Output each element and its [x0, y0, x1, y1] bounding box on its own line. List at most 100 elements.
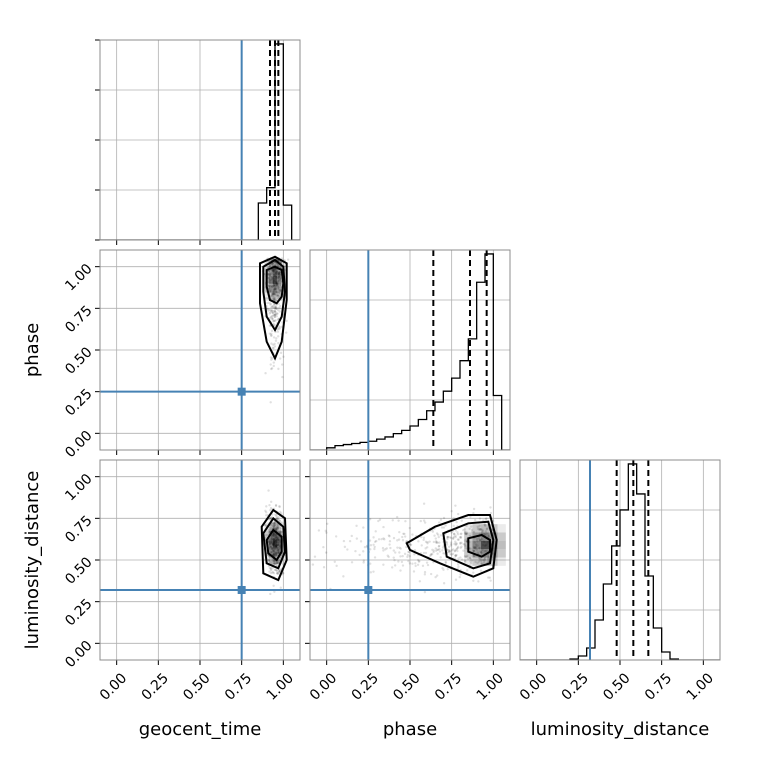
- sample-point: [452, 524, 455, 528]
- sample-point: [278, 569, 281, 572]
- sample-point: [416, 563, 420, 567]
- sample-point: [269, 545, 272, 549]
- sample-point: [467, 557, 470, 560]
- sample-point: [277, 341, 280, 345]
- sample-point: [479, 528, 482, 531]
- sample-point: [474, 543, 478, 546]
- sample-point: [268, 264, 271, 267]
- sample-point: [354, 549, 357, 553]
- sample-point: [334, 535, 338, 538]
- sample-point: [271, 523, 274, 526]
- sample-point: [274, 552, 277, 555]
- sample-point: [278, 569, 281, 572]
- histogram-luminosity_distance: [520, 463, 720, 660]
- sample-point: [267, 265, 270, 269]
- sample-point: [273, 309, 276, 312]
- sample-point: [483, 549, 487, 553]
- sample-point: [476, 540, 479, 543]
- sample-point: [272, 521, 275, 525]
- sample-point: [453, 549, 457, 552]
- sample-point: [411, 562, 414, 565]
- sample-point: [271, 346, 275, 349]
- sample-point: [271, 526, 274, 530]
- sample-point: [483, 558, 486, 561]
- sample-point: [271, 537, 275, 540]
- sample-point: [271, 549, 274, 552]
- sample-point: [373, 540, 377, 544]
- sample-point: [272, 525, 275, 528]
- sample-point: [271, 357, 274, 360]
- density-cell: [464, 532, 473, 541]
- sample-point: [412, 570, 416, 573]
- sample-point: [269, 281, 272, 284]
- sample-point: [483, 522, 487, 526]
- sample-point: [274, 287, 278, 290]
- sample-point: [276, 318, 280, 321]
- panel-frame: [99, 249, 301, 451]
- sample-point: [277, 306, 280, 309]
- sample-point: [473, 546, 476, 550]
- sample-point: [265, 534, 268, 537]
- sample-point: [271, 269, 275, 272]
- truth-marker: [237, 387, 246, 396]
- sample-point: [441, 549, 444, 552]
- sample-point: [276, 537, 280, 541]
- sample-point: [452, 548, 455, 551]
- sample-point: [272, 550, 276, 553]
- density-cell: [281, 292, 286, 301]
- sample-point: [448, 550, 452, 553]
- sample-point: [276, 538, 280, 542]
- sample-point: [471, 530, 474, 533]
- sample-point: [276, 286, 280, 289]
- sample-point: [275, 553, 278, 557]
- sample-point: [269, 592, 272, 596]
- sample-point: [266, 301, 269, 305]
- sample-point: [484, 517, 487, 521]
- sample-point: [264, 511, 268, 514]
- sample-point: [452, 532, 456, 536]
- sample-point: [420, 535, 423, 539]
- sample-point: [435, 541, 438, 544]
- sample-point: [274, 504, 278, 508]
- sample-point: [276, 524, 279, 528]
- sample-point: [268, 316, 272, 320]
- sample-point: [279, 586, 282, 589]
- sample-point: [439, 518, 443, 521]
- density-cell: [472, 540, 481, 550]
- sample-point: [456, 533, 460, 536]
- sample-point: [273, 287, 277, 291]
- panel-phase-vs-luminosity_distance: 0.00 0.25 0.50 0.75 1.00: [305, 459, 511, 704]
- y-tick-label: 1.00: [62, 261, 95, 294]
- sample-point: [269, 571, 273, 575]
- sample-point: [389, 546, 392, 550]
- sample-point: [276, 525, 279, 528]
- sample-point: [270, 342, 273, 345]
- sample-point: [275, 270, 278, 273]
- sample-point: [390, 566, 394, 569]
- sample-point: [414, 562, 417, 565]
- sample-point: [275, 307, 278, 311]
- sample-point: [278, 504, 281, 508]
- sample-point: [469, 515, 472, 518]
- sample-point: [468, 534, 472, 538]
- sample-point: [373, 556, 377, 559]
- sample-point: [273, 288, 276, 291]
- sample-point: [465, 531, 469, 534]
- sample-point: [269, 541, 272, 545]
- sample-point: [465, 532, 468, 535]
- sample-point: [457, 565, 460, 568]
- sample-point: [274, 527, 277, 530]
- sample-point: [444, 560, 447, 564]
- sample-point: [282, 355, 285, 358]
- sample-point: [388, 535, 391, 538]
- sample-point: [272, 522, 276, 526]
- sample-point: [409, 543, 413, 547]
- sample-point: [439, 556, 442, 559]
- sample-point: [382, 563, 385, 566]
- panel-grid: [310, 460, 510, 660]
- sample-point: [445, 543, 449, 546]
- sample-point: [405, 545, 408, 549]
- sample-point: [472, 554, 476, 557]
- sample-point: [275, 516, 279, 519]
- truth-marker: [364, 586, 373, 594]
